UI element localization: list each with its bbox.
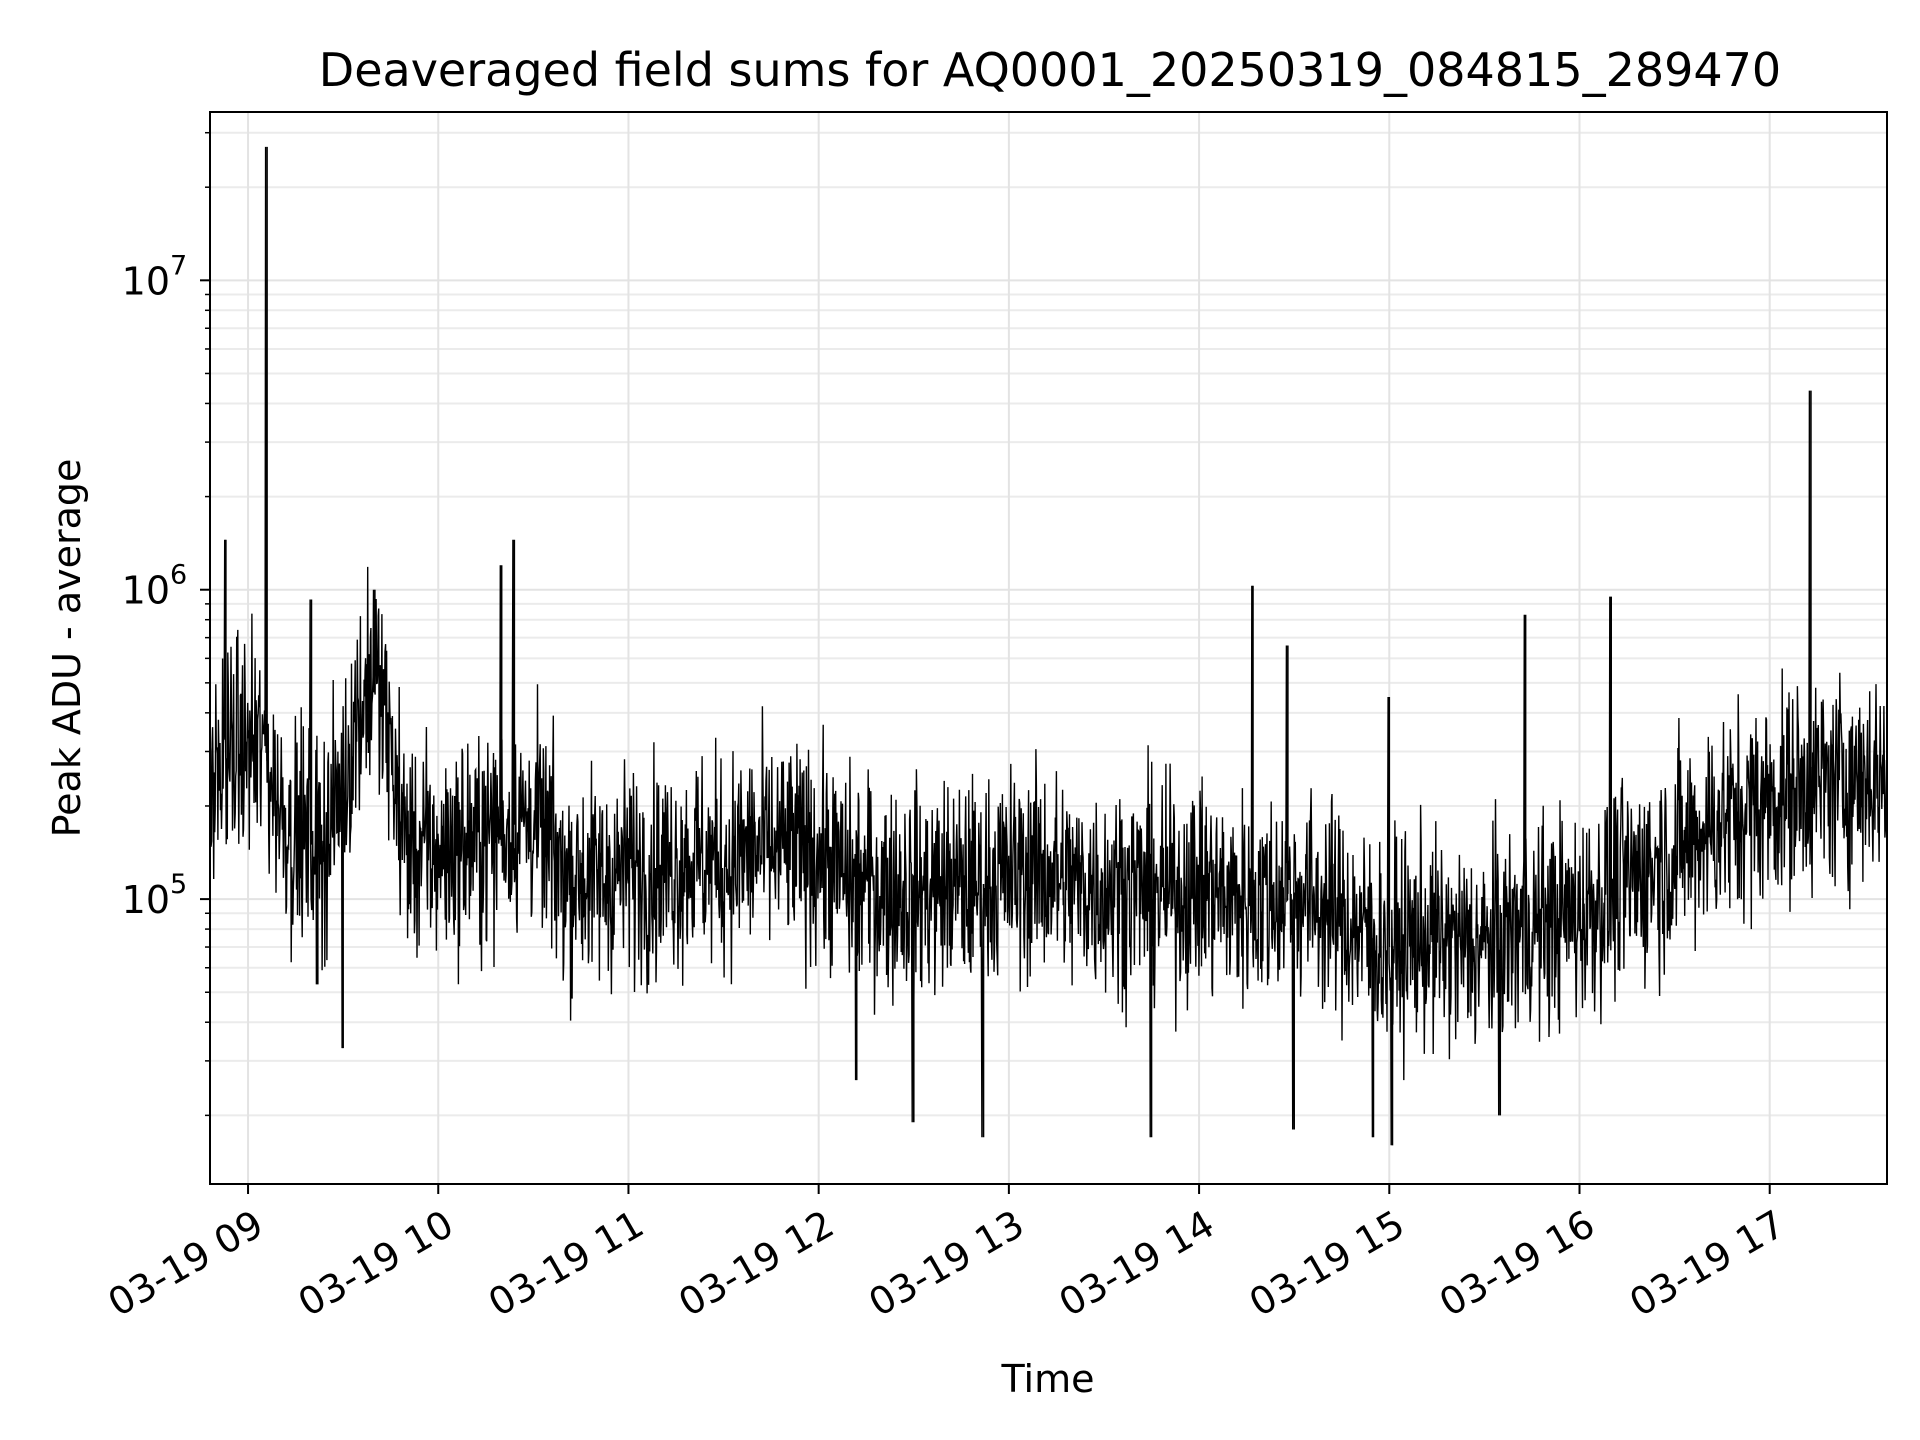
y-tick-label: 10 bbox=[122, 259, 170, 303]
x-axis-label: Time bbox=[1001, 1357, 1095, 1401]
grid bbox=[210, 112, 1887, 1184]
chart-title: Deaveraged field sums for AQ0001_2025031… bbox=[319, 43, 1781, 97]
y-tick-label-exponent: 6 bbox=[170, 560, 187, 591]
y-axis-label: Peak ADU - average bbox=[45, 459, 89, 838]
series-layer bbox=[209, 146, 1888, 1146]
y-tick-label-base: 10 bbox=[122, 878, 170, 922]
y-tick-label-exponent: 5 bbox=[170, 869, 187, 900]
y-tick-label-base: 10 bbox=[122, 569, 170, 613]
y-tick-label-exponent: 7 bbox=[170, 250, 187, 281]
y-tick-label: 10 bbox=[122, 569, 170, 613]
series-line bbox=[209, 146, 1888, 1146]
plot-frame bbox=[209, 111, 1888, 1185]
y-tick-label: 10 bbox=[122, 878, 170, 922]
y-tick-label-base: 10 bbox=[122, 259, 170, 303]
